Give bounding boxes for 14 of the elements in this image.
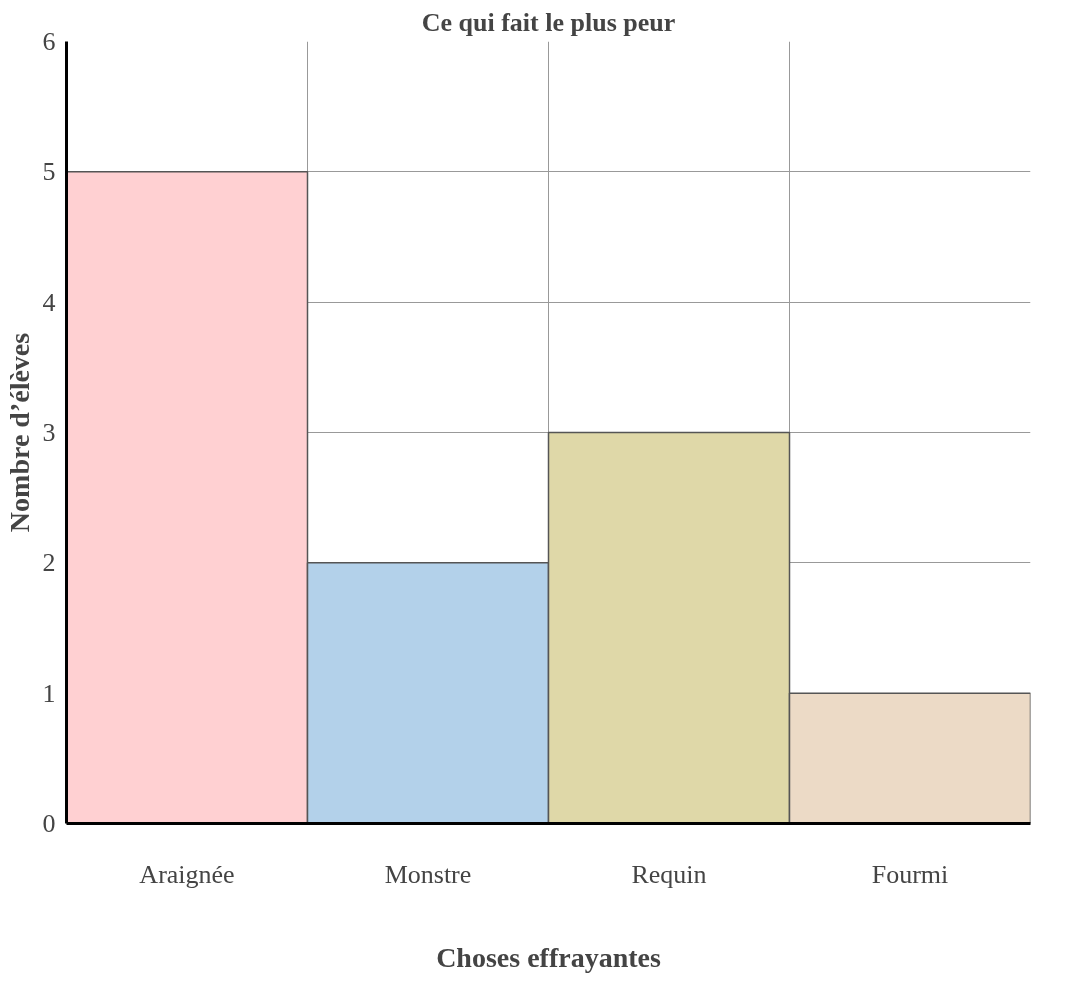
x-tick-label: Araignée bbox=[139, 859, 235, 889]
x-tick-label: Fourmi bbox=[871, 859, 949, 889]
x-tick-label: Monstre bbox=[384, 859, 472, 889]
y-tick-label: 6 bbox=[42, 27, 56, 56]
chart-title: Ce qui fait le plus peur bbox=[421, 7, 676, 37]
x-axis-title: Choses effrayantes bbox=[436, 941, 661, 973]
y-tick-label: 1 bbox=[42, 678, 56, 708]
y-tick-label: 0 bbox=[42, 809, 56, 838]
y-tick-label: 2 bbox=[42, 548, 56, 578]
x-tick-label: Requin bbox=[631, 859, 707, 889]
y-tick-label: 4 bbox=[42, 287, 56, 317]
y-axis-title: Nombre d’élèves bbox=[3, 332, 35, 533]
y-tick-label: 3 bbox=[42, 418, 56, 447]
y-tick-label: 5 bbox=[42, 157, 56, 187]
